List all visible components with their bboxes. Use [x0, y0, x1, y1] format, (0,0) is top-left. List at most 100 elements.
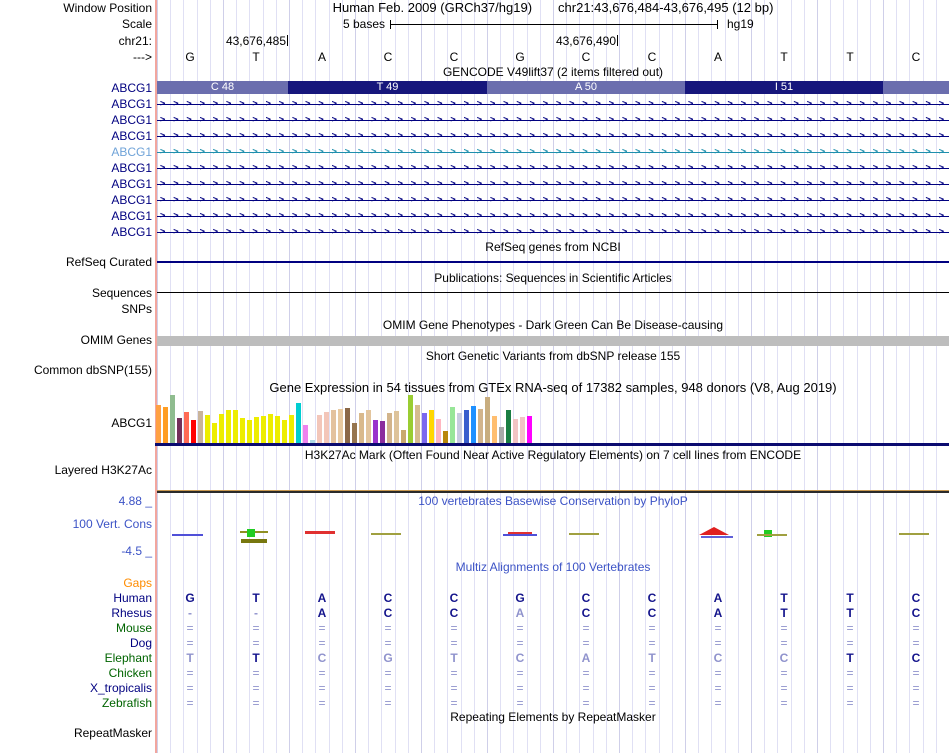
track-label-abcg1-3[interactable]: ABCG1	[111, 113, 152, 127]
gencode-codon-block[interactable]	[883, 81, 949, 94]
gtex-tissue-bar[interactable]	[485, 397, 490, 443]
track-label-abcg1-7[interactable]: ABCG1	[111, 177, 152, 191]
gtex-tissue-bar[interactable]	[338, 409, 343, 443]
gtex-tissue-bar[interactable]	[506, 410, 511, 443]
gtex-tissue-bar[interactable]	[408, 395, 413, 443]
gencode-codon-block[interactable]: C 48	[157, 81, 288, 94]
track-label-abcg1-10[interactable]: ABCG1	[111, 225, 152, 239]
gencode-codon-block[interactable]: T 49	[288, 81, 487, 94]
gtex-tissue-bar[interactable]	[198, 411, 203, 443]
strand-direction-label[interactable]: --->	[133, 50, 152, 64]
gtex-tissue-bar[interactable]	[331, 410, 336, 443]
gtex-tissue-bar[interactable]	[359, 413, 364, 443]
publications-sequence-line[interactable]	[157, 292, 949, 293]
gtex-tissue-bar[interactable]	[247, 420, 252, 443]
gtex-tissue-bar[interactable]	[373, 420, 378, 443]
species-label-rhesus[interactable]: Rhesus	[111, 606, 152, 620]
gtex-tissue-bar[interactable]	[366, 410, 371, 443]
gencode-transcript-row[interactable]: >>>>>>>>>>>>>>>>>>>>>>>>>>>>>>>>>>>>>>>>…	[157, 194, 949, 206]
gtex-tissue-bar[interactable]	[478, 409, 483, 443]
gtex-tissue-bar[interactable]	[492, 416, 497, 443]
species-label-dog[interactable]: Dog	[129, 636, 152, 650]
gencode-transcript-row[interactable]: >>>>>>>>>>>>>>>>>>>>>>>>>>>>>>>>>>>>>>>>…	[157, 130, 949, 142]
track-label-abcg1-5[interactable]: ABCG1	[111, 145, 152, 159]
gencode-transcript-row[interactable]: >>>>>>>>>>>>>>>>>>>>>>>>>>>>>>>>>>>>>>>>…	[157, 178, 949, 190]
gencode-codon-block[interactable]: I 51	[685, 81, 883, 94]
gtex-tissue-bar[interactable]	[177, 418, 182, 443]
track-label-snps[interactable]: SNPs	[121, 302, 152, 316]
gencode-transcript-row[interactable]: >>>>>>>>>>>>>>>>>>>>>>>>>>>>>>>>>>>>>>>>…	[157, 98, 949, 110]
gencode-transcript-row[interactable]: >>>>>>>>>>>>>>>>>>>>>>>>>>>>>>>>>>>>>>>>…	[157, 114, 949, 126]
gtex-tissue-bar[interactable]	[205, 415, 210, 443]
gtex-tissue-bar[interactable]	[345, 408, 350, 443]
track-label-common-dbsnp[interactable]: Common dbSNP(155)	[33, 363, 152, 377]
gtex-tissue-bar[interactable]	[156, 405, 161, 443]
species-label-zebrafish[interactable]: Zebrafish	[101, 696, 152, 710]
track-label-gtex-abcg1[interactable]: ABCG1	[111, 416, 152, 430]
gtex-tissue-bar[interactable]	[380, 421, 385, 443]
species-label-chicken[interactable]: Chicken	[108, 666, 152, 680]
gtex-tissue-bar[interactable]	[240, 418, 245, 443]
gtex-tissue-bar[interactable]	[289, 415, 294, 443]
track-label-sequences[interactable]: Sequences	[91, 286, 152, 300]
species-label-gaps[interactable]: Gaps	[123, 576, 152, 590]
gtex-tissue-bar[interactable]	[499, 427, 504, 443]
alignment-row-zebrafish[interactable]: = = = = = = = = = = = =	[157, 696, 949, 710]
refseq-gene-line[interactable]	[157, 261, 949, 263]
gtex-tissue-bar[interactable]	[422, 413, 427, 443]
gtex-tissue-bar[interactable]	[443, 431, 448, 443]
gtex-tissue-bar[interactable]	[296, 403, 301, 443]
track-label-refseq-curated[interactable]: RefSeq Curated	[65, 255, 152, 269]
gtex-tissue-bar[interactable]	[303, 425, 308, 443]
gtex-tissue-bar[interactable]	[387, 413, 392, 443]
track-label-100-vert-cons[interactable]: 100 Vert. Cons	[72, 517, 152, 531]
gtex-tissue-bar[interactable]	[254, 417, 259, 443]
gtex-tissue-bar[interactable]	[310, 440, 315, 443]
gtex-tissue-bar[interactable]	[450, 407, 455, 443]
track-label-abcg1-6[interactable]: ABCG1	[111, 161, 152, 175]
species-label-mouse[interactable]: Mouse	[115, 621, 152, 635]
gtex-tissue-bar[interactable]	[436, 419, 441, 443]
gencode-codon-block[interactable]: A 50	[487, 81, 685, 94]
species-label-x_tropicalis[interactable]: X_tropicalis	[89, 681, 152, 695]
gtex-tissue-bar[interactable]	[233, 410, 238, 443]
gtex-tissue-bar[interactable]	[261, 416, 266, 443]
track-label-abcg1-2[interactable]: ABCG1	[111, 97, 152, 111]
gtex-tissue-bar[interactable]	[163, 407, 168, 443]
alignment-row-chicken[interactable]: = = = = = = = = = = = =	[157, 666, 949, 680]
gtex-tissue-bar[interactable]	[471, 406, 476, 443]
species-label-elephant[interactable]: Elephant	[104, 651, 152, 665]
gtex-tissue-bar[interactable]	[513, 419, 518, 443]
gencode-transcript-row[interactable]: >>>>>>>>>>>>>>>>>>>>>>>>>>>>>>>>>>>>>>>>…	[157, 162, 949, 174]
gtex-tissue-bar[interactable]	[527, 416, 532, 443]
h3k27ac-signal-line[interactable]	[157, 490, 949, 493]
gtex-tissue-bar[interactable]	[212, 423, 217, 443]
track-label-omim-genes[interactable]: OMIM Genes	[80, 333, 152, 347]
omim-gene-bar[interactable]	[157, 336, 949, 346]
track-label-layered-h3k27ac[interactable]: Layered H3K27Ac	[54, 463, 152, 477]
gencode-transcript-row[interactable]: >>>>>>>>>>>>>>>>>>>>>>>>>>>>>>>>>>>>>>>>…	[157, 226, 949, 238]
gencode-transcript-row[interactable]: >>>>>>>>>>>>>>>>>>>>>>>>>>>>>>>>>>>>>>>>…	[157, 146, 949, 158]
track-label-abcg1-exon[interactable]: ABCG1	[111, 81, 152, 95]
alignment-row-x_tropicalis[interactable]: = = = = = = = = = = = =	[157, 681, 949, 695]
gtex-tissue-bar[interactable]	[394, 411, 399, 443]
track-label-abcg1-4[interactable]: ABCG1	[111, 129, 152, 143]
gtex-tissue-bar[interactable]	[401, 430, 406, 443]
gtex-tissue-bar[interactable]	[219, 414, 224, 443]
gtex-tissue-bar[interactable]	[226, 410, 231, 443]
gtex-tissue-bar[interactable]	[415, 405, 420, 443]
gtex-tissue-bar[interactable]	[464, 410, 469, 443]
gtex-tissue-bar[interactable]	[191, 420, 196, 443]
gtex-tissue-bar[interactable]	[268, 414, 273, 443]
gtex-tissue-bar[interactable]	[317, 415, 322, 443]
alignment-row-dog[interactable]: = = = = = = = = = = = =	[157, 636, 949, 650]
gtex-tissue-bar[interactable]	[520, 417, 525, 443]
gtex-expression-bar-chart[interactable]	[155, 395, 535, 443]
gtex-tissue-bar[interactable]	[170, 395, 175, 443]
gtex-tissue-bar[interactable]	[184, 412, 189, 443]
gtex-tissue-bar[interactable]	[429, 410, 434, 443]
track-label-abcg1-8[interactable]: ABCG1	[111, 193, 152, 207]
